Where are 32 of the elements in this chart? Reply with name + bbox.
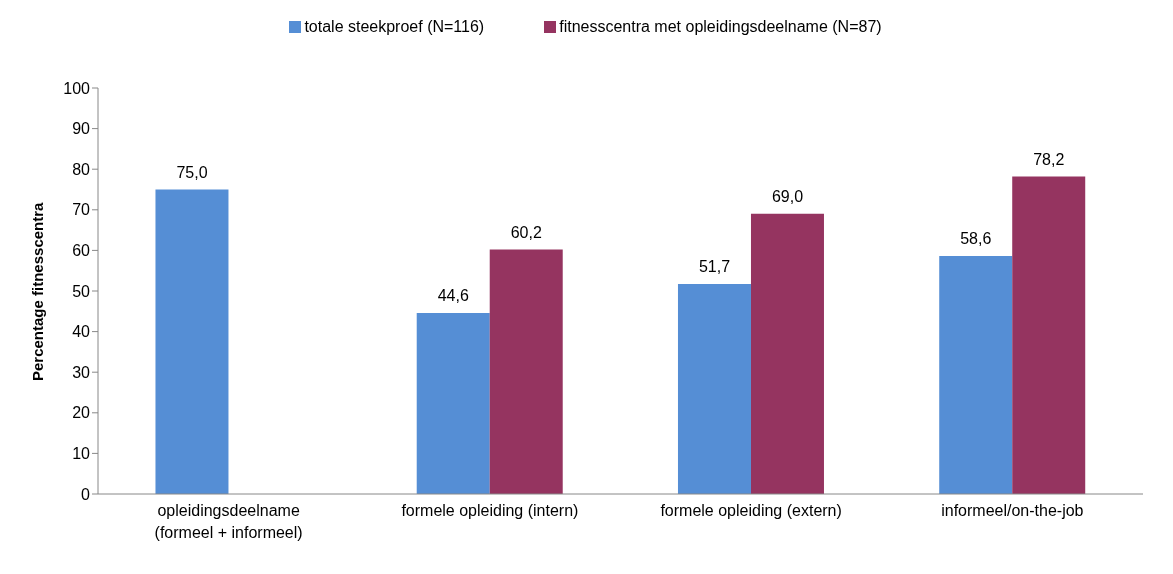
data-label: 44,6 [437, 286, 469, 304]
data-label: 75,0 [176, 163, 208, 181]
y-tick-label: 10 [72, 445, 91, 463]
bar [939, 256, 1013, 494]
x-tick-label: formele opleiding (extern) [660, 502, 842, 519]
x-tick-label: informeel/on-the-job [941, 502, 1084, 519]
y-tick-label: 30 [72, 363, 91, 381]
y-tick-label: 20 [72, 404, 91, 422]
y-tick-label: 40 [72, 323, 91, 341]
bar [155, 189, 229, 494]
x-tick-label: formele opleiding (intern) [401, 502, 579, 519]
y-axis-title: Percentage fitnesscentra [29, 201, 47, 381]
y-tick-label: 50 [72, 282, 91, 300]
y-tick-label: 100 [63, 79, 91, 97]
data-label: 51,7 [698, 258, 731, 276]
y-tick-label: 90 [72, 120, 91, 138]
y-tick-label: 80 [72, 160, 91, 178]
bar [489, 249, 563, 494]
y-tick-label: 0 [81, 485, 91, 503]
y-tick-label: 60 [72, 242, 91, 260]
x-tick-label: opleidingsdeelname (formeel + informeel) [154, 502, 303, 541]
bar [1012, 176, 1086, 494]
legend-label: totale steekproef (N=116) [304, 18, 485, 36]
data-label: 78,2 [1033, 150, 1065, 168]
data-label: 58,6 [960, 230, 992, 248]
data-label: 60,2 [510, 223, 542, 241]
y-tick-label: 70 [72, 201, 91, 219]
bar [677, 284, 751, 494]
bar [416, 312, 490, 494]
bar [750, 213, 824, 494]
data-label: 69,0 [771, 187, 804, 205]
legend-label: fitnesscentra met opleidingsdeelname (N=87) [559, 18, 882, 36]
